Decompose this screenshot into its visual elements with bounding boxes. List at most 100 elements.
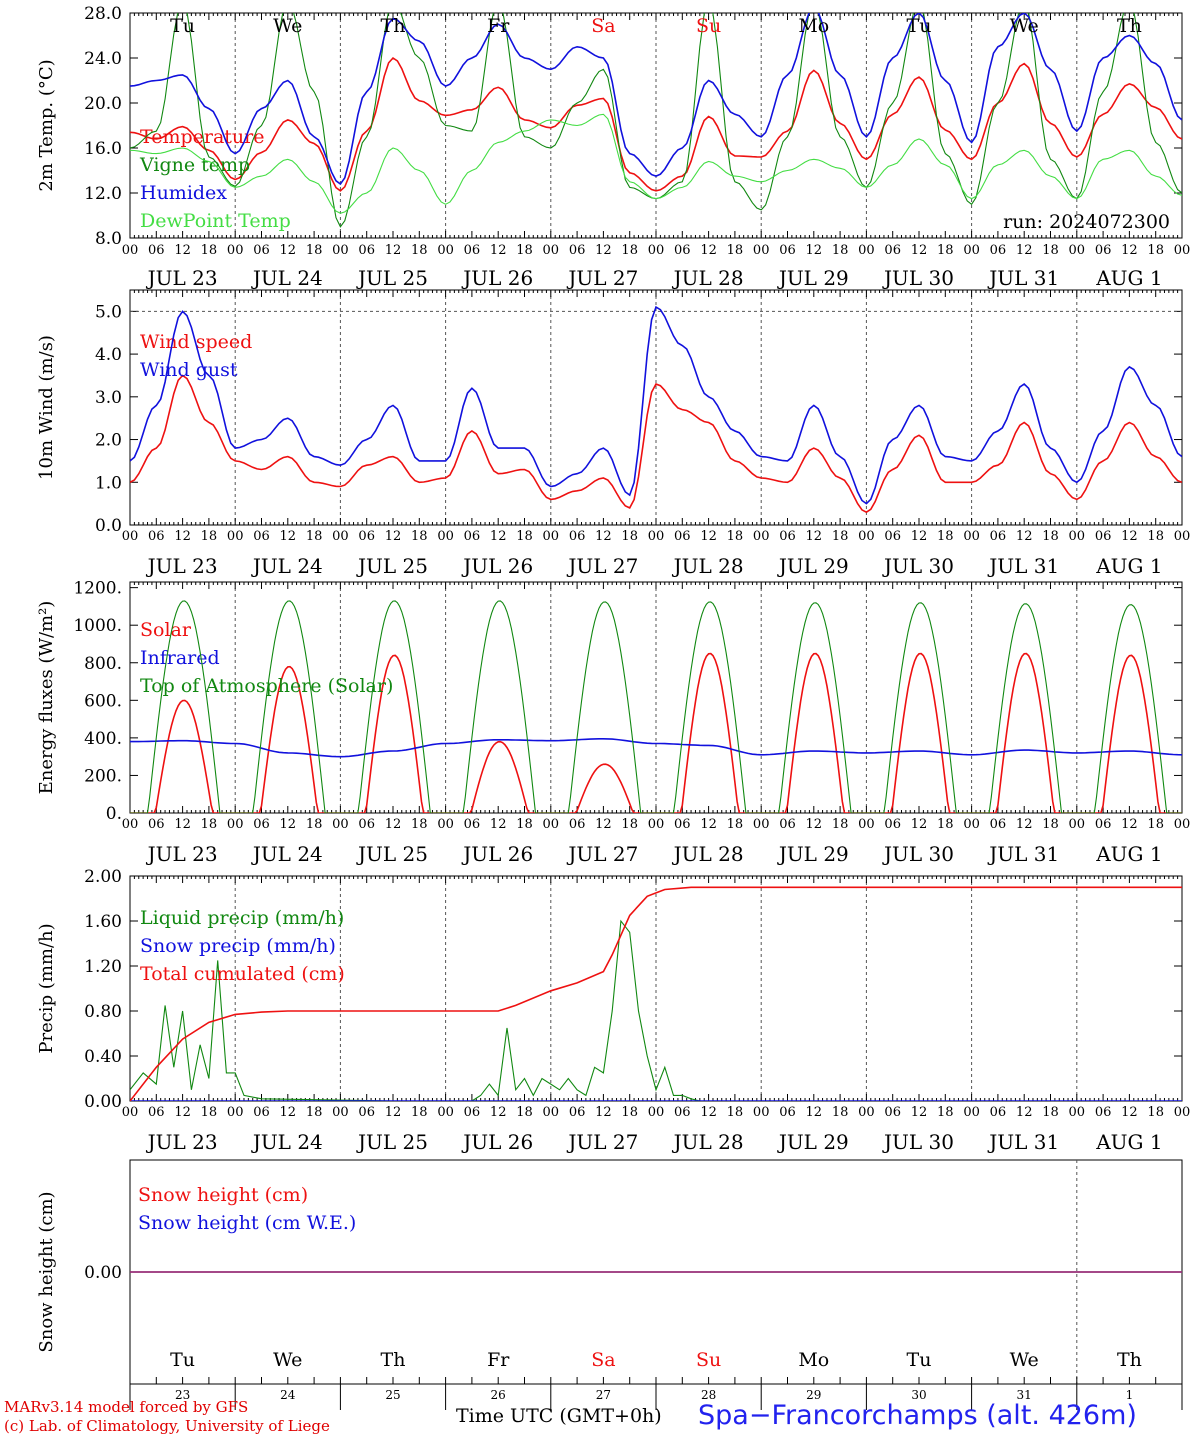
- energy-legend-item: Infrared: [140, 647, 220, 669]
- temp-hour-label: 12: [490, 243, 507, 258]
- station-title: Spa−Francorchamps (alt. 426m): [698, 1400, 1137, 1431]
- wind-date-label: JUL 29: [777, 554, 849, 578]
- day-name-bottom: Tu: [170, 1349, 195, 1371]
- temp-hour-label: 12: [280, 243, 297, 258]
- precip-hour-label: 06: [990, 1105, 1007, 1120]
- wind-hour-label: 00: [963, 529, 980, 544]
- energy-hour-label: 06: [779, 817, 796, 832]
- wind-hour-label: 06: [148, 529, 165, 544]
- energy-hour-label: 18: [306, 817, 323, 832]
- day-name-top: Sa: [591, 15, 615, 37]
- precip-hour-label: 18: [516, 1105, 533, 1120]
- precip-hour-label: 12: [1016, 1105, 1033, 1120]
- precip-hour-label: 12: [595, 1105, 612, 1120]
- temp-hour-label: 06: [253, 243, 270, 258]
- day-name-top: We: [1010, 15, 1039, 37]
- temp-hour-label: 00: [1069, 243, 1086, 258]
- wind-date-label: JUL 25: [356, 554, 428, 578]
- energy-hour-label: 12: [385, 817, 402, 832]
- temp-hour-label: 00: [648, 243, 665, 258]
- temp-hour-label: 00: [543, 243, 560, 258]
- precip-hour-label: 00: [227, 1105, 244, 1120]
- day-name-bottom: Fr: [487, 1349, 510, 1371]
- precip-hour-label: 18: [306, 1105, 323, 1120]
- precip-legend-item: Liquid precip (mm/h): [140, 907, 344, 929]
- energy-y-tick-label: 1000.: [73, 616, 122, 636]
- precip-y-tick-label: 0.00: [84, 1092, 122, 1112]
- temp-series-line-3: [130, 113, 1182, 214]
- wind-hour-label: 12: [280, 529, 297, 544]
- precip-hour-label: 06: [1095, 1105, 1112, 1120]
- precip-hour-label: 00: [858, 1105, 875, 1120]
- wind-y-tick-label: 4.0: [95, 345, 122, 365]
- precip-y-tick-label: 0.40: [84, 1047, 122, 1067]
- precip-y-tick-label: 0.80: [84, 1002, 122, 1022]
- precip-hour-label: 00: [437, 1105, 454, 1120]
- precip-date-label: JUL 30: [882, 1130, 954, 1154]
- snow-legend-item: Snow height (cm): [138, 1184, 308, 1206]
- temp-hour-label: 18: [727, 243, 744, 258]
- energy-y-tick-label: 0.: [106, 804, 122, 824]
- temp-hour-label: 00: [437, 243, 454, 258]
- energy-hour-label: 06: [990, 817, 1007, 832]
- wind-hour-label: 06: [358, 529, 375, 544]
- temp-hour-label: 18: [201, 243, 218, 258]
- temp-hour-label: 18: [621, 243, 638, 258]
- wind-date-label: JUL 31: [987, 554, 1059, 578]
- precip-legend-item: Snow precip (mm/h): [140, 935, 336, 957]
- precip-date-label: JUL 29: [777, 1130, 849, 1154]
- energy-hour-label: 00: [543, 817, 560, 832]
- precip-hour-label: 00: [1174, 1105, 1191, 1120]
- precip-hour-label: 18: [201, 1105, 218, 1120]
- temp-date-label: JUL 25: [356, 266, 428, 290]
- energy-date-label: JUL 25: [356, 842, 428, 866]
- wind-date-label: JUL 27: [566, 554, 638, 578]
- precip-hour-label: 06: [148, 1105, 165, 1120]
- precip-date-label: JUL 25: [356, 1130, 428, 1154]
- energy-y-tick-label: 400.: [84, 729, 122, 749]
- wind-date-label: JUL 28: [672, 554, 744, 578]
- energy-date-label: JUL 24: [251, 842, 323, 866]
- energy-hour-label: 06: [358, 817, 375, 832]
- temp-y-tick-label: 8.0: [95, 229, 122, 249]
- snow-y-tick-label: 0.00: [84, 1263, 122, 1283]
- temp-hour-label: 18: [306, 243, 323, 258]
- precip-hour-label: 06: [253, 1105, 270, 1120]
- wind-hour-label: 00: [437, 529, 454, 544]
- precip-y-tick-label: 1.60: [84, 912, 122, 932]
- day-number: 27: [596, 1388, 611, 1402]
- day-name-top: We: [273, 15, 302, 37]
- precip-hour-label: 12: [174, 1105, 191, 1120]
- wind-y-tick-label: 3.0: [95, 388, 122, 408]
- temp-hour-label: 06: [674, 243, 691, 258]
- precip-y-tick-label: 2.00: [84, 867, 122, 887]
- energy-hour-label: 12: [595, 817, 612, 832]
- temp-hour-label: 00: [122, 243, 139, 258]
- energy-hour-label: 00: [753, 817, 770, 832]
- wind-hour-label: 18: [1147, 529, 1164, 544]
- temp-hour-label: 18: [411, 243, 428, 258]
- precip-hour-label: 00: [963, 1105, 980, 1120]
- wind-hour-label: 12: [806, 529, 823, 544]
- energy-hour-label: 12: [806, 817, 823, 832]
- model-credit-line2: (c) Lab. of Climatology, University of L…: [4, 1417, 330, 1435]
- wind-hour-label: 12: [1121, 529, 1138, 544]
- snow-legend-item: Snow height (cm W.E.): [138, 1212, 356, 1234]
- energy-date-label: JUL 28: [672, 842, 744, 866]
- day-number: 26: [491, 1388, 506, 1402]
- temp-y-tick-label: 24.0: [84, 49, 122, 69]
- precip-legend-item: Total cumulated (cm): [140, 963, 345, 985]
- wind-hour-label: 06: [1095, 529, 1112, 544]
- temp-hour-label: 12: [1016, 243, 1033, 258]
- energy-y-tick-label: 200.: [84, 766, 122, 786]
- temp-hour-label: 06: [779, 243, 796, 258]
- day-number: 23: [175, 1388, 190, 1402]
- temp-hour-label: 12: [700, 243, 717, 258]
- day-name-bottom: Su: [696, 1349, 721, 1371]
- temp-legend-item: Vigne temp: [139, 154, 250, 176]
- energy-hour-label: 00: [332, 817, 349, 832]
- precip-hour-label: 00: [332, 1105, 349, 1120]
- wind-date-label: JUL 26: [461, 554, 533, 578]
- day-number: 29: [806, 1388, 821, 1402]
